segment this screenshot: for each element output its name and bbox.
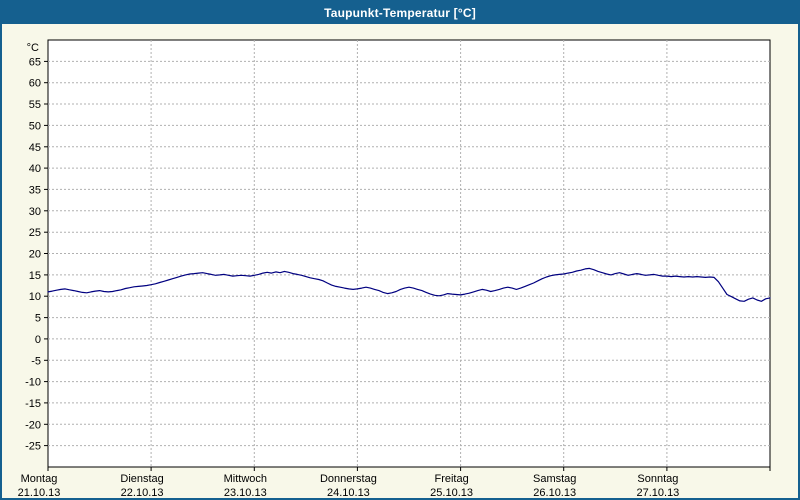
svg-text:22.10.13: 22.10.13: [121, 487, 164, 498]
svg-text:Dienstag: Dienstag: [120, 473, 163, 485]
svg-text:0: 0: [35, 334, 41, 346]
svg-text:-25: -25: [25, 441, 41, 453]
svg-text:Mittwoch: Mittwoch: [224, 473, 267, 485]
chart-area: 65 60 55 50 45 40 35 30 25 20 15 10 5 0 -5 -10 -15 -20 -25…: [2, 24, 798, 498]
svg-text:60: 60: [29, 78, 41, 90]
svg-text:45: 45: [29, 142, 41, 154]
svg-text:Donnerstag: Donnerstag: [320, 473, 377, 485]
svg-text:15: 15: [29, 270, 41, 282]
svg-text:Freitag: Freitag: [434, 473, 468, 485]
svg-text:5: 5: [35, 313, 41, 325]
svg-text:-10: -10: [25, 377, 41, 389]
svg-text:35: 35: [29, 184, 41, 196]
svg-text:26.10.13: 26.10.13: [533, 487, 576, 498]
svg-text:65: 65: [29, 56, 41, 68]
svg-text:20: 20: [29, 249, 41, 261]
svg-text:24.10.13: 24.10.13: [327, 487, 370, 498]
svg-text:50: 50: [29, 120, 41, 132]
svg-text:°C: °C: [27, 42, 39, 54]
svg-text:-20: -20: [25, 419, 41, 431]
chart-title: Taupunkt-Temperatur [°C]: [324, 6, 476, 20]
svg-text:40: 40: [29, 163, 41, 175]
svg-text:-5: -5: [31, 355, 41, 367]
svg-text:Sonntag: Sonntag: [637, 473, 678, 485]
svg-text:27.10.13: 27.10.13: [636, 487, 679, 498]
title-bar: Taupunkt-Temperatur [°C]: [2, 2, 798, 24]
svg-text:25.10.13: 25.10.13: [430, 487, 473, 498]
svg-text:Montag: Montag: [21, 473, 58, 485]
svg-text:10: 10: [29, 291, 41, 303]
svg-text:21.10.13: 21.10.13: [18, 487, 61, 498]
svg-text:55: 55: [29, 99, 41, 111]
svg-text:-15: -15: [25, 398, 41, 410]
svg-text:Samstag: Samstag: [533, 473, 576, 485]
svg-text:30: 30: [29, 206, 41, 218]
chart-canvas: 65605550454035302520151050-5-10-15-20-25…: [18, 39, 771, 498]
svg-text:23.10.13: 23.10.13: [224, 487, 267, 498]
svg-text:25: 25: [29, 227, 41, 239]
